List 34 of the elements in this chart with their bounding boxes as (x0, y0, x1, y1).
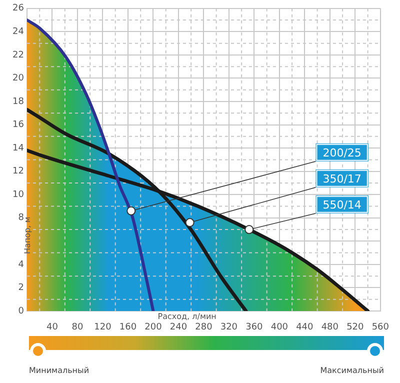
x-tick-label: 560 (372, 322, 390, 333)
x-tick-label: 280 (195, 322, 213, 333)
x-tick-label: 520 (346, 322, 364, 333)
x-tick-label: 480 (321, 322, 339, 333)
x-tick-label: 320 (220, 322, 238, 333)
x-tick-label: 240 (170, 322, 188, 333)
y-tick-label: 16 (12, 120, 24, 130)
x-tick-label: 440 (296, 322, 314, 333)
x-axis-title: Расход, л/мин (158, 312, 216, 322)
y-tick-label: 4 (18, 260, 24, 270)
x-tick-label: 40 (46, 322, 58, 333)
y-tick-label: 26 (12, 4, 24, 14)
x-tick-label: 120 (94, 322, 112, 333)
text: Минимальный (29, 366, 90, 375)
y-axis-title: Напор, м (23, 216, 32, 254)
annotation: 550/14 (322, 198, 362, 212)
annotation: 350/17 (322, 172, 362, 186)
y-tick-label: 18 (12, 96, 24, 107)
x-tick-label: 160 (119, 322, 137, 333)
x-tick-label: 360 (246, 322, 264, 333)
y-tick-label: 0 (18, 306, 24, 316)
y-tick-label: 2 (18, 283, 24, 294)
x-tick-label: 80 (72, 322, 84, 333)
y-tick-label: 10 (12, 190, 24, 200)
y-tick-label: 14 (12, 143, 24, 154)
x-tick-label: 400 (270, 322, 288, 333)
annotation: 200/25 (322, 146, 362, 160)
y-tick-label: 8 (18, 213, 24, 224)
y-tick-label: 22 (12, 50, 24, 60)
y-tick-label: 24 (12, 27, 24, 38)
y-tick-label: 20 (12, 74, 24, 84)
text: Максимальный (320, 366, 384, 375)
y-tick-label: 12 (12, 166, 24, 177)
x-tick-label: 200 (144, 322, 162, 333)
